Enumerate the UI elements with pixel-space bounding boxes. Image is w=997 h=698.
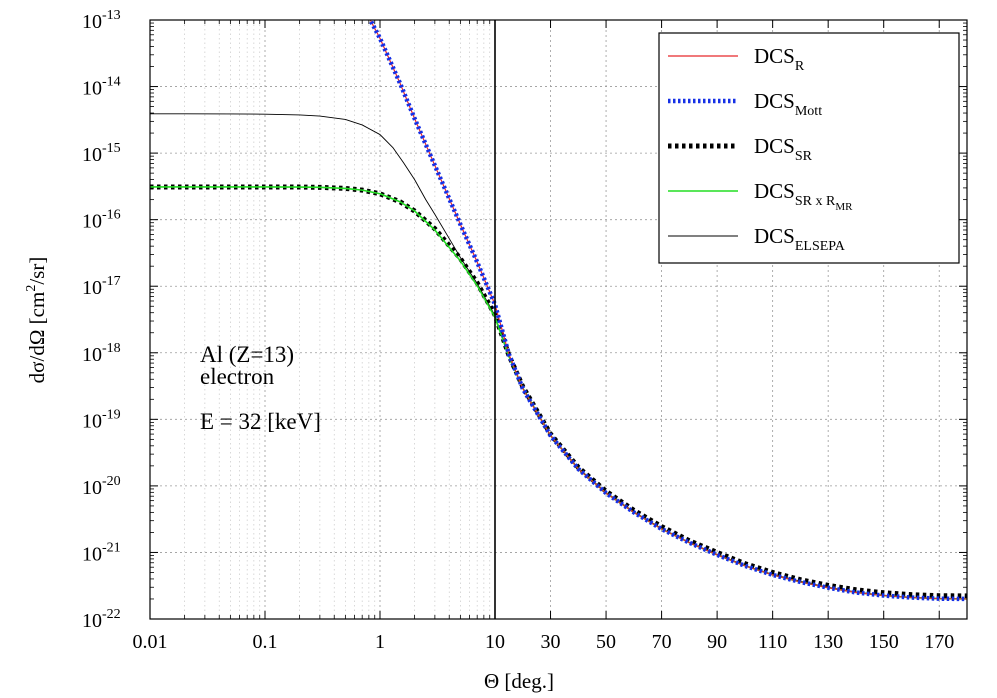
x-tick-label: 50 xyxy=(596,631,616,653)
x-tick-label: 150 xyxy=(869,631,899,653)
x-tick-label: 170 xyxy=(924,631,954,653)
y-tick-label: 10-19 xyxy=(82,407,121,432)
legend: DCSR DCSMott DCSSR DCSSR x RMR DCSELSEPA xyxy=(658,32,960,264)
x-tick-label: 130 xyxy=(813,631,843,653)
y-tick-label: 10-14 xyxy=(82,75,121,100)
legend-label: DCSSR x RMR xyxy=(754,179,853,213)
plot-frame xyxy=(149,19,968,620)
grid xyxy=(150,20,967,619)
y-tick-label: 10-17 xyxy=(82,274,121,299)
x-tick-label: 90 xyxy=(707,631,727,653)
x-tick-label: 0.1 xyxy=(253,631,278,653)
legend-label: DCSMott xyxy=(754,89,822,119)
x-tick-label: 1 xyxy=(375,631,385,653)
x-tick-marks xyxy=(149,20,940,619)
legend-label: DCSSR xyxy=(754,134,813,164)
series-layer xyxy=(150,20,967,602)
y-tick-label: 10-20 xyxy=(82,474,121,499)
legend-item-dcs-r: DCSR xyxy=(668,44,805,74)
x-tick-label: 70 xyxy=(652,631,672,653)
y-tick-label: 10-13 xyxy=(82,8,121,33)
annotation-energy: E = 32 [keV] xyxy=(200,409,321,434)
x-tick-labels: 0.01 0.1 1 10 30 50 70 90 110 130 150 170 xyxy=(133,631,955,653)
legend-item-dcs-mott: DCSMott xyxy=(668,89,822,119)
y-tick-label: 10-22 xyxy=(82,607,121,632)
x-tick-label: 30 xyxy=(541,631,561,653)
x-tick-label: 110 xyxy=(758,631,787,653)
legend-label: DCSELSEPA xyxy=(754,224,846,254)
x-tick-label: 0.01 xyxy=(133,631,168,653)
legend-item-dcs-sr: DCSSR xyxy=(668,134,813,164)
y-axis-label: dσ/dΩ [cm2/sr] xyxy=(24,257,49,384)
legend-item-dcs-sr-x-rmr: DCSSR x RMR xyxy=(668,179,853,213)
annotation-material: Al (Z=13) xyxy=(200,342,294,367)
y-tick-label: 10-15 xyxy=(82,141,121,166)
legend-item-dcs-elsepa: DCSELSEPA xyxy=(668,224,846,254)
annotation-particle: electron xyxy=(200,364,275,389)
y-tick-label: 10-16 xyxy=(82,208,121,233)
y-tick-label: 10-18 xyxy=(82,341,121,366)
x-axis-label: Θ [deg.] xyxy=(484,669,554,693)
legend-box xyxy=(658,32,960,264)
annotation-group: Al (Z=13) electron E = 32 [keV] xyxy=(200,342,321,434)
x-tick-label: 10 xyxy=(485,631,505,653)
y-tick-label: 10-21 xyxy=(82,540,121,565)
y-tick-labels: 10-13 10-14 10-15 10-16 10-17 10-18 10-19 10-20… xyxy=(82,8,121,632)
series-dcs-r xyxy=(369,20,967,600)
legend-label: DCSR xyxy=(754,44,805,74)
